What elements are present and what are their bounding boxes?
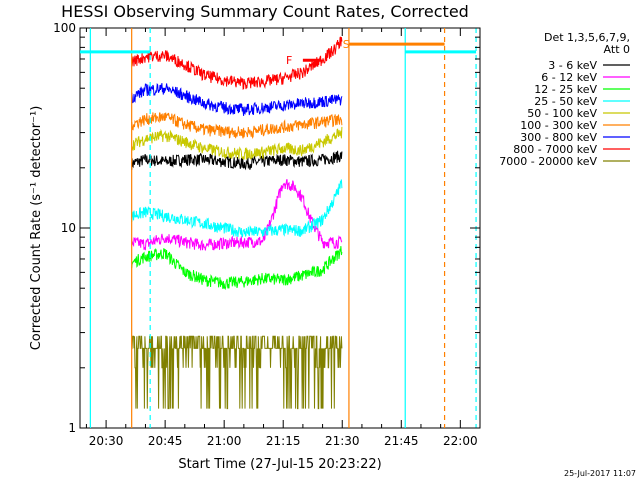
y-tick-label: 10	[61, 221, 76, 235]
series-7000-20000-kev	[131, 335, 343, 410]
series-6-12-kev	[131, 179, 343, 251]
legend-header-line-2: Att 0	[604, 43, 630, 56]
series-300-800-kev	[131, 82, 343, 116]
x-tick-label: 21:45	[384, 434, 419, 448]
legend-item-label: 50 - 100 keV	[527, 107, 597, 120]
series-12-25-kev	[131, 246, 343, 290]
series-800-7000-kev	[131, 36, 343, 90]
series-50-100-kev	[131, 126, 343, 160]
legend-item-label: 3 - 6 keV	[548, 59, 597, 72]
y-tick-label: 100	[53, 21, 76, 35]
y-axis-label: Corrected Count Rate (s⁻¹ detector⁻¹)	[29, 106, 44, 351]
legend-item-label: 6 - 12 keV	[541, 71, 597, 84]
flag-label: S	[343, 38, 350, 51]
x-tick-label: 20:30	[89, 434, 124, 448]
x-axis-label: Start Time (27-Jul-15 20:23:22)	[178, 457, 381, 472]
x-tick-label: 21:30	[325, 434, 360, 448]
flag-label: F	[286, 54, 292, 67]
chart-title: HESSI Observing Summary Count Rates, Cor…	[61, 2, 469, 21]
y-tick-label: 1	[68, 421, 76, 435]
x-tick-label: 21:00	[207, 434, 242, 448]
legend-item-label: 7000 - 20000 keV	[499, 155, 597, 168]
x-tick-label: 21:15	[266, 434, 301, 448]
series-layer	[131, 36, 343, 410]
legend-item-label: 800 - 7000 keV	[513, 143, 597, 156]
x-tick-label: 22:00	[443, 434, 478, 448]
generated-timestamp: 25-Jul-2017 11:07	[564, 469, 636, 478]
series-100-300-kev	[131, 112, 343, 140]
legend-item-label: 100 - 300 keV	[520, 119, 597, 132]
axes-layer: 20:30 20:45 21:00 21:15 21:30 21:45 22:00 1 10 10…	[53, 21, 481, 448]
legend-header-line-1: Det 1,3,5,6,7,9,	[544, 31, 630, 44]
series-3-6-kev	[131, 150, 343, 171]
x-tick-label: 20:45	[148, 434, 183, 448]
legend-item-label: 12 - 25 keV	[534, 83, 597, 96]
legend-item-label: 300 - 800 keV	[520, 131, 597, 144]
series-25-50-kev	[131, 179, 343, 238]
legend-item-label: 25 - 50 keV	[534, 95, 597, 108]
